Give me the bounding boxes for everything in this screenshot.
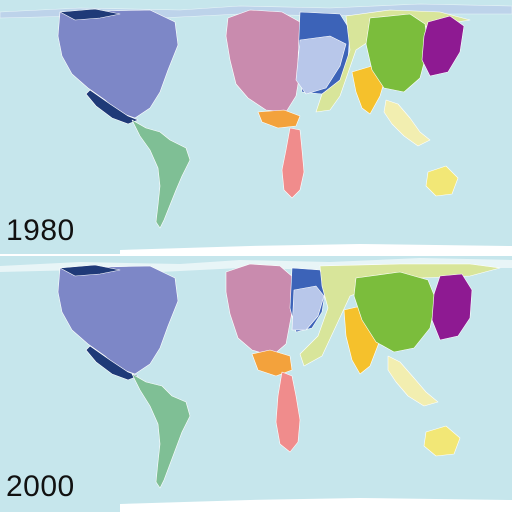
region-north-america: [57, 265, 179, 375]
region-canada-edge: [59, 8, 121, 21]
region-africa: [275, 371, 301, 453]
region-russia: [295, 35, 347, 95]
region-middle-east: [251, 349, 293, 377]
region-north-america-coast: [85, 345, 139, 381]
region-africa: [281, 127, 305, 199]
map-panel-1980: 1980: [0, 3, 512, 256]
region-western-europe: [225, 9, 303, 113]
region-japan-korea: [421, 15, 465, 77]
year-label: 1980: [6, 214, 75, 247]
region-latin-america: [131, 373, 191, 489]
cartogram-map-2000: [0, 258, 512, 512]
antarctic-strip: [120, 244, 512, 256]
cartogram-map-1980: [0, 3, 512, 256]
region-china: [365, 13, 429, 93]
antarctic-strip: [120, 498, 512, 512]
year-label: 2000: [6, 470, 75, 503]
region-western-europe: [225, 263, 295, 357]
region-oceania: [425, 165, 459, 197]
region-central-asia: [299, 263, 501, 367]
region-china: [353, 271, 437, 353]
region-canada-edge: [59, 264, 121, 277]
region-latin-america: [131, 119, 191, 229]
region-north-america: [57, 9, 179, 119]
region-central-asia: [315, 9, 471, 113]
region-japan-korea: [431, 273, 473, 341]
region-oceania: [423, 425, 461, 457]
region-north-america-coast: [85, 89, 139, 125]
region-southeast-asia: [387, 355, 439, 407]
region-russia: [291, 285, 325, 331]
map-panel-2000: 2000: [0, 256, 512, 512]
region-middle-east: [257, 109, 301, 129]
region-southeast-asia: [383, 99, 431, 147]
